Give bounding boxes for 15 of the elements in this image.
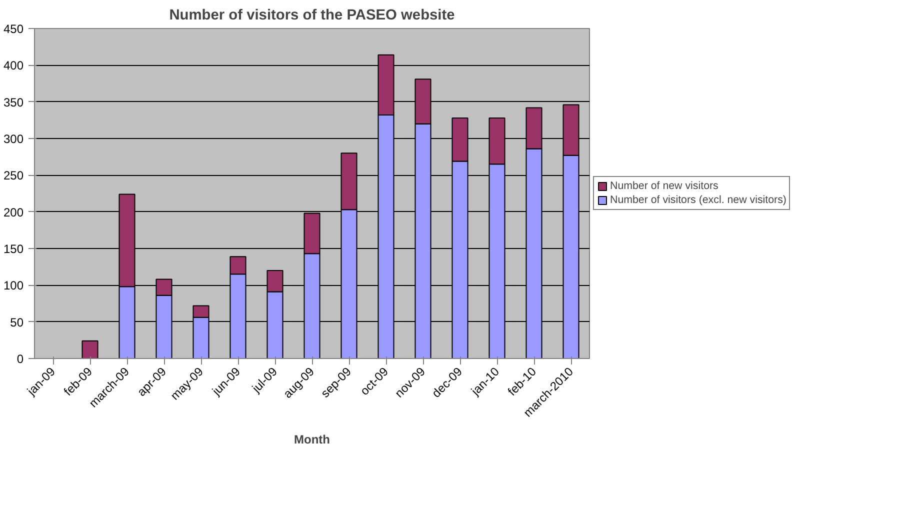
- y-tick-label: 100: [3, 278, 24, 293]
- y-tick-label: 350: [3, 95, 24, 110]
- x-axis-title: Month: [294, 432, 330, 447]
- chart-title: Number of visitors of the PASEO website: [169, 8, 455, 24]
- y-tick-label: 200: [3, 205, 24, 220]
- legend-label: Number of new visitors: [610, 180, 718, 192]
- y-tick-label: 150: [3, 242, 24, 256]
- legend-label: Number of visitors (excl. new visitors): [610, 194, 786, 206]
- bar: [82, 340, 98, 358]
- y-tick-label: 0: [16, 352, 24, 366]
- y-tick-label: 400: [3, 58, 24, 73]
- y-tick-label: 300: [3, 132, 24, 146]
- y-tick-label: 450: [3, 22, 24, 36]
- y-tick-label: 50: [10, 315, 24, 330]
- y-tick-label: 250: [3, 168, 24, 183]
